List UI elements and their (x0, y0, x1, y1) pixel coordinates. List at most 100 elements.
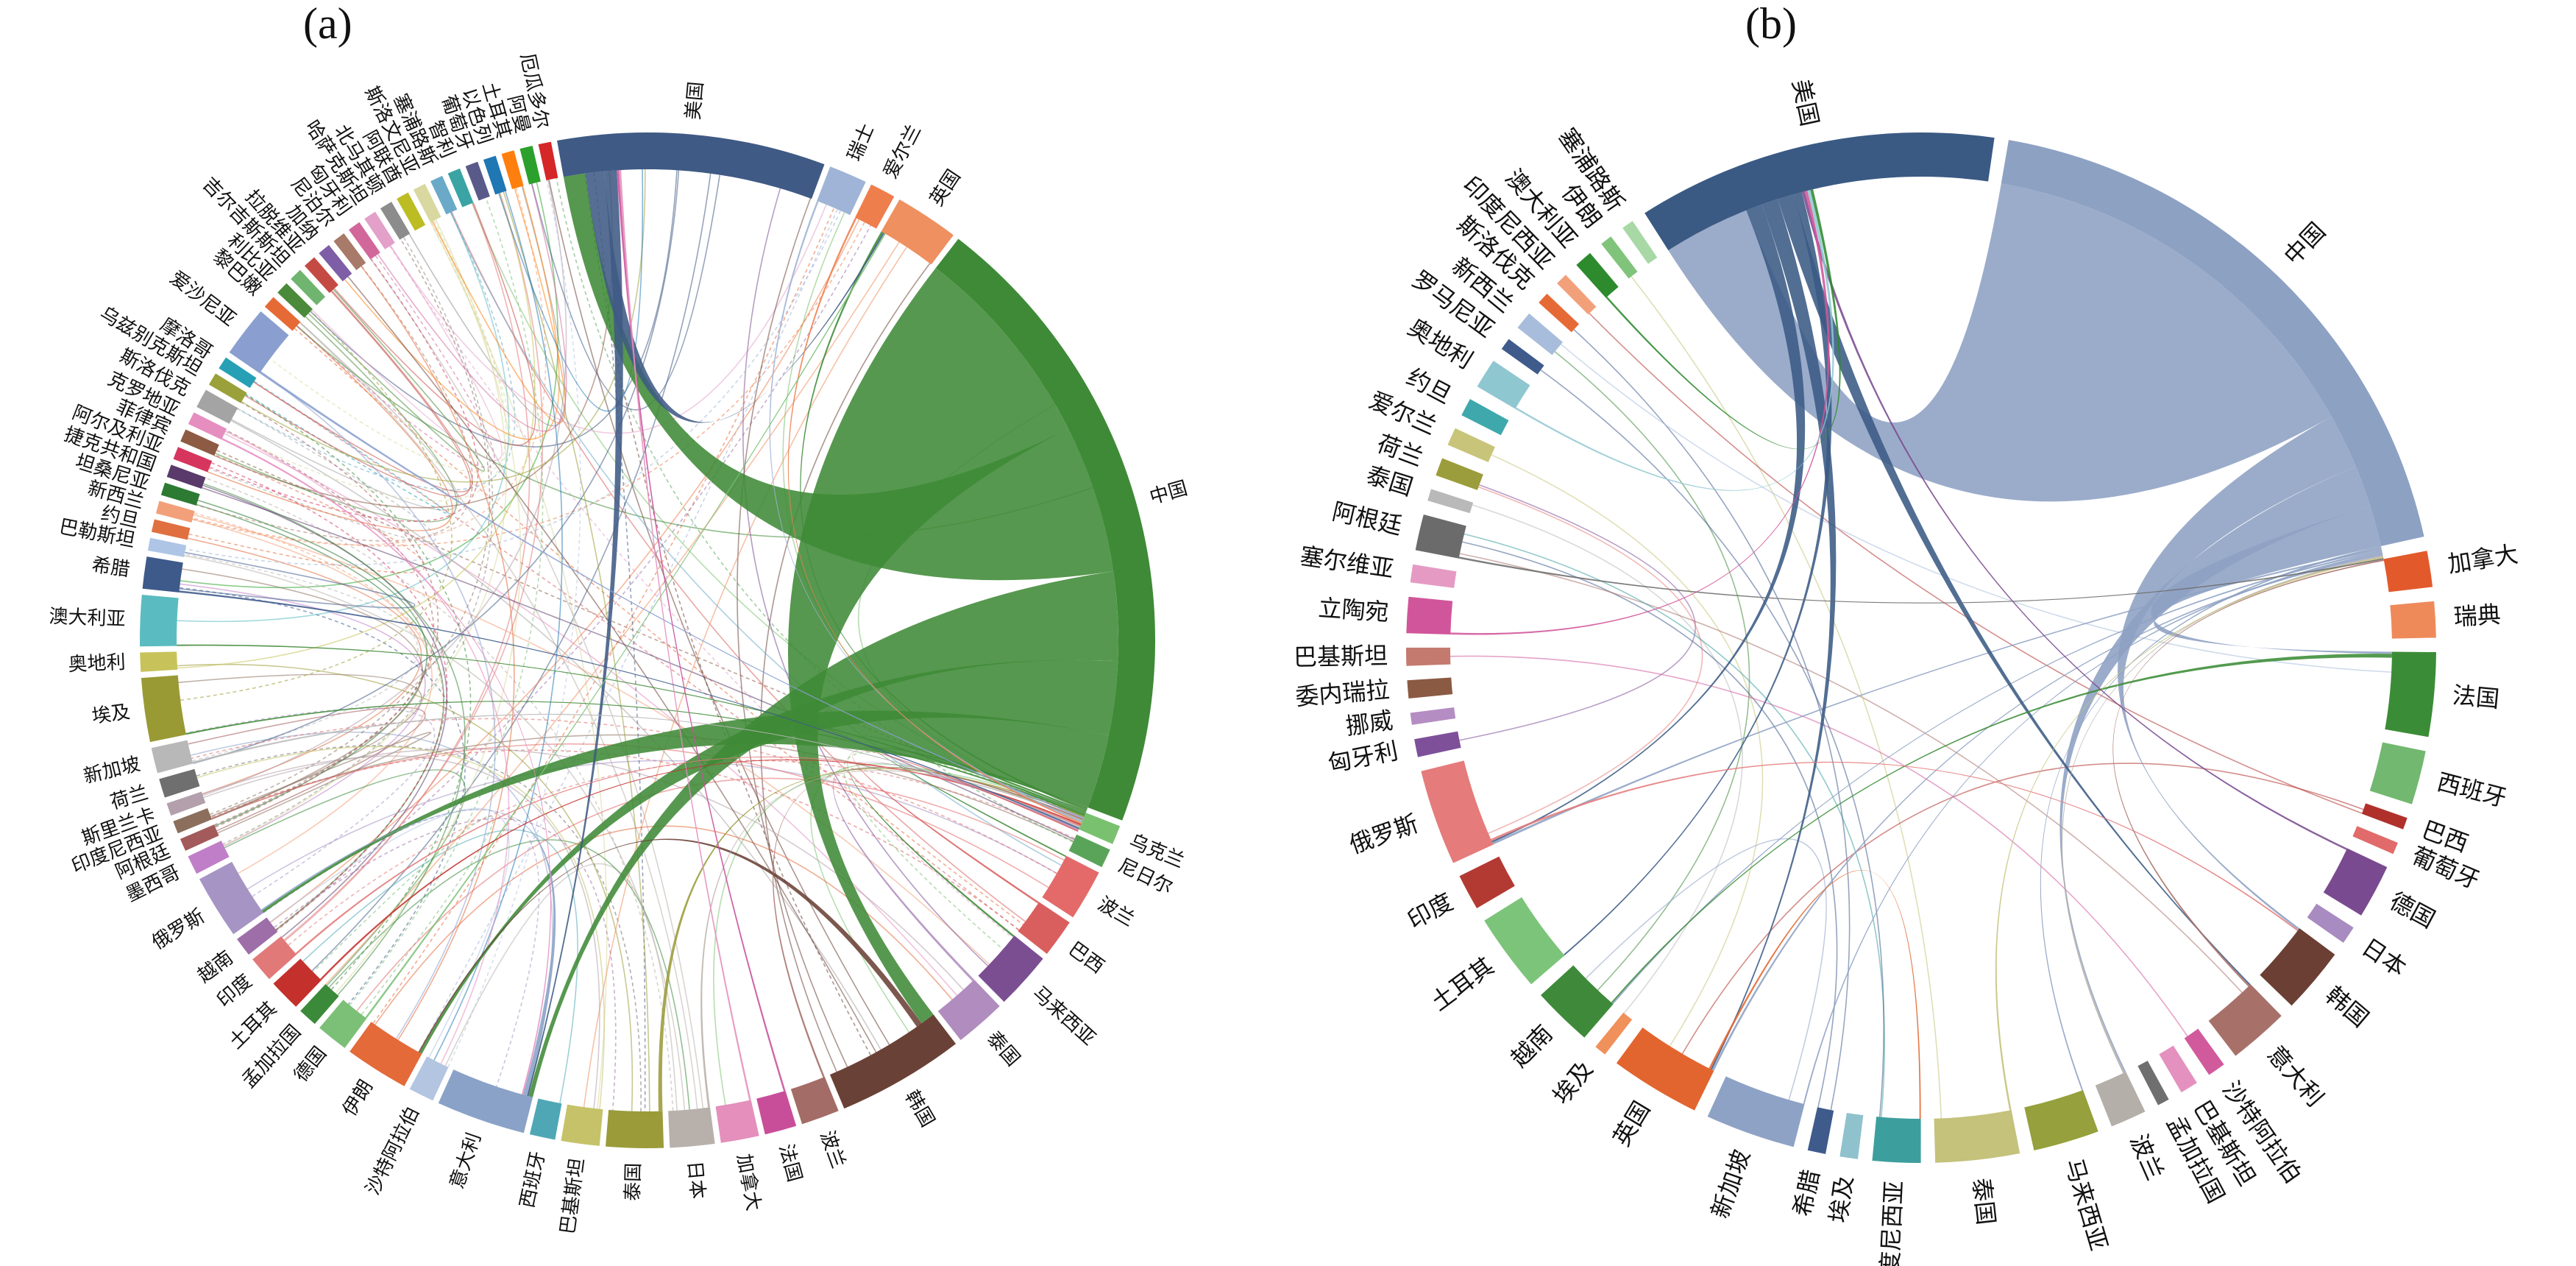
chord-line (210, 462, 448, 931)
node-label: 塞尔维亚 (1298, 542, 1395, 583)
chord-line (584, 173, 871, 1055)
node-label: 西班牙 (2434, 768, 2510, 813)
node-arc (1477, 361, 1530, 409)
node-label: 埃及 (91, 701, 132, 728)
node-arc (180, 824, 219, 851)
node-label: 中国 (1147, 477, 1190, 509)
node-label: 马来西亚 (2059, 1156, 2113, 1254)
node-arc (557, 132, 825, 199)
chord-line (196, 746, 605, 1109)
chord-line (1459, 484, 1696, 741)
node-arc (140, 651, 178, 672)
chord-line (531, 174, 720, 411)
chord-line (241, 169, 646, 483)
node-arc (438, 1069, 533, 1134)
node-arc (1622, 221, 1658, 264)
chord-line (548, 179, 890, 1045)
node-label: 加拿大 (732, 1152, 764, 1212)
chord-line (245, 394, 472, 990)
node-label: 泰国 (622, 1162, 645, 1201)
node-arc (1068, 834, 1110, 868)
node-label: 日本 (2357, 933, 2411, 982)
chord-line (418, 209, 838, 1053)
chord-line (1478, 486, 1703, 834)
chord-line (1450, 655, 2188, 1037)
chord-line (224, 769, 466, 986)
node-arc (1447, 428, 1496, 463)
node-arc (2352, 826, 2398, 855)
node-arc (2390, 601, 2436, 639)
node-arc (319, 244, 352, 282)
node-arc (790, 1076, 839, 1125)
chord-line (185, 210, 841, 566)
chord-line (1589, 313, 2363, 814)
node-arc (1461, 399, 1509, 436)
node-arc (2260, 928, 2335, 1006)
node-label: 加拿大 (2446, 540, 2520, 578)
chord-line (202, 487, 1075, 841)
node-arc (173, 808, 213, 834)
node-arc (447, 168, 474, 208)
chord-line (188, 707, 426, 832)
chord-line (192, 518, 433, 874)
node-label: 韩国 (900, 1087, 938, 1131)
chord-ribbon (2118, 416, 2356, 930)
node-label: 美国 (682, 81, 707, 121)
chord-line (180, 311, 453, 701)
node-arc (1406, 596, 1453, 634)
chord-line (294, 328, 1023, 925)
node-label: 瑞士 (843, 121, 879, 165)
node-arc (2001, 140, 2424, 546)
chord-line (202, 180, 567, 796)
node-arc (1644, 132, 1995, 251)
node-arc (199, 861, 263, 935)
node-label: 希腊 (1788, 1167, 1825, 1219)
chord-ribbon (1803, 551, 2383, 1105)
chord-line (179, 587, 466, 1005)
node-arc (538, 141, 558, 180)
node-arc (264, 297, 301, 331)
chord-line (188, 537, 422, 795)
node-label: 英国 (1607, 1096, 1656, 1150)
node-arc (333, 233, 366, 270)
chord-line (260, 371, 496, 1039)
chord-line (213, 429, 435, 826)
chord-line (224, 220, 507, 502)
chord-line (215, 401, 439, 828)
node-arc (1557, 275, 1597, 315)
node-arc (1421, 760, 1494, 863)
node-label: 马来西亚 (1028, 982, 1099, 1050)
node-label: 巴西 (1064, 938, 1108, 978)
chord-line (1463, 533, 1885, 1117)
chord-line (196, 266, 473, 542)
node-arc (1406, 647, 1451, 666)
node-arc (350, 1022, 422, 1086)
chord-line (225, 430, 510, 1064)
node-arc (1539, 293, 1580, 333)
node-label: 法国 (2451, 681, 2500, 713)
node-arc (1018, 902, 1070, 954)
chord-line (177, 212, 510, 623)
node-arc (561, 1104, 603, 1146)
node-arc (380, 202, 411, 240)
chord-line (389, 245, 1013, 938)
node-arc (208, 373, 247, 403)
node-arc (180, 429, 219, 456)
node-arc (2385, 651, 2436, 738)
chord-line (202, 755, 600, 1108)
node-label: 泰国 (982, 1028, 1024, 1071)
node-arc (1807, 1107, 1834, 1154)
node-arc (196, 389, 238, 424)
chord-line (196, 745, 642, 1111)
node-label: 德国 (290, 1043, 331, 1086)
node-arc (364, 211, 395, 250)
chord-line (1540, 369, 1884, 1117)
chord-line (377, 183, 567, 432)
node-arc (2383, 551, 2433, 593)
node-arc (1541, 965, 1614, 1038)
node-arcs (1406, 132, 2436, 1163)
node-label: 波兰 (1094, 893, 1138, 931)
chord-line (444, 863, 678, 1111)
chord-line (299, 322, 698, 1109)
